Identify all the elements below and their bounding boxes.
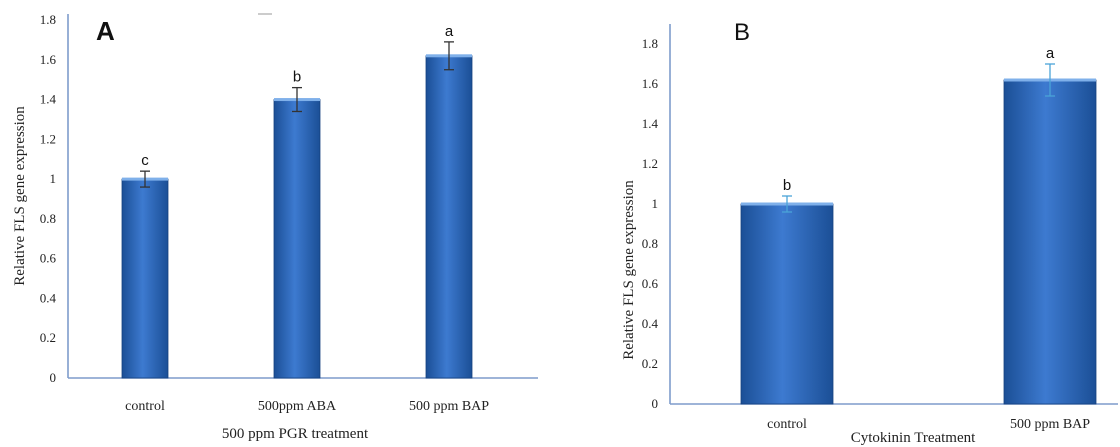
panel-a-y-tick-label: 1: [50, 171, 57, 186]
panel-a-significance-letter: b: [293, 69, 301, 86]
panel-b-x-axis-title: Cytokinin Treatment: [851, 430, 976, 446]
panel-b-chart: 0 0.2 0.4 0.6 0.8 1 1.2 1.4 1.6 1.8 b control a 500 p…: [621, 19, 1118, 446]
panel-a-y-tick-label: 0.2: [40, 330, 56, 345]
panel-a-y-axis-title: Relative FLS gene expression: [12, 106, 28, 286]
panel-a-y-tick-label: 0.8: [40, 211, 56, 226]
panel-b-significance-letter: b: [783, 177, 791, 194]
panel-a-significance-letter: c: [141, 152, 149, 169]
panel-b-y-tick-label: 1: [652, 196, 659, 211]
panel-a-significance-letter: a: [445, 23, 454, 40]
panel-b-y-axis-title: Relative FLS gene expression: [621, 180, 637, 360]
panel-b-y-tick-label: 1.8: [642, 36, 658, 51]
panel-a-label: A: [96, 16, 115, 46]
panel-b-y-tick-label: 0.6: [642, 276, 659, 291]
panel-b-y-tick-label: 1.6: [642, 76, 659, 91]
panel-b-bar: [740, 203, 834, 405]
panel-b-y-tick-label: 0.8: [642, 236, 658, 251]
panel-a-chart: 0 0.2 0.4 0.6 0.8 1 1.2 1.4 1.6 1.8 c control b 500pp…: [12, 12, 538, 442]
panel-b-category-label: 500 ppm BAP: [1010, 417, 1090, 432]
panel-b-bar: [1003, 79, 1097, 405]
panel-a-y-tick-label: 1.6: [40, 52, 57, 67]
panel-a-y-tick-label: 1.4: [40, 92, 57, 107]
panel-a-y-tick-label: 0.4: [40, 290, 57, 305]
panel-b-y-tick-label: 0.2: [642, 356, 658, 371]
panel-a-category-label: 500 ppm BAP: [409, 399, 489, 414]
panel-b-y-tick-label: 0.4: [642, 316, 659, 331]
panel-b-y-tick-label: 1.2: [642, 156, 658, 171]
panel-a-bar: [273, 99, 321, 379]
panel-a-y-tick-label: 1.8: [40, 12, 56, 27]
panel-a-bar: [425, 55, 473, 379]
panel-b-y-tick-label: 1.4: [642, 116, 659, 131]
panel-a-category-label: 500ppm ABA: [258, 399, 337, 414]
panel-b-significance-letter: a: [1046, 45, 1055, 62]
panel-b-label: B: [734, 19, 750, 46]
panel-b-category-label: control: [767, 417, 807, 432]
panel-a-y-tick-label: 1.2: [40, 131, 56, 146]
panel-a-y-tick-label: 0.6: [40, 251, 57, 266]
panel-a-y-tick-label: 0: [50, 370, 57, 385]
panel-a-category-label: control: [125, 399, 165, 414]
panel-b-y-tick-label: 0: [652, 396, 659, 411]
panel-a-bar: [121, 178, 169, 379]
panel-a-x-axis-title: 500 ppm PGR treatment: [222, 426, 369, 442]
